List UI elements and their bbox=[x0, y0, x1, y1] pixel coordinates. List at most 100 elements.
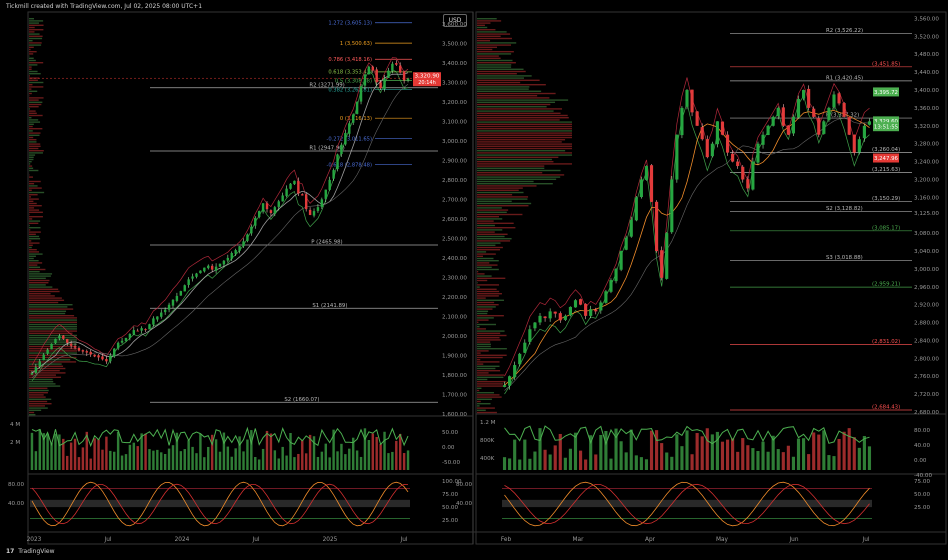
right-volume-profile-bar bbox=[477, 46, 498, 48]
right-candle bbox=[594, 309, 598, 312]
right-volume-profile-bar bbox=[477, 68, 524, 70]
currency-selector[interactable]: USD bbox=[443, 14, 467, 27]
left-volume-bar bbox=[105, 436, 108, 470]
left-volume-profile-bar bbox=[29, 79, 38, 81]
right-volume-profile-bar bbox=[477, 224, 495, 227]
left-volume-profile-bar bbox=[29, 363, 62, 365]
left-volume-bar bbox=[144, 433, 147, 470]
left-volume-profile-bar bbox=[29, 348, 77, 350]
left-candle bbox=[304, 194, 308, 210]
left-volume-profile-bar bbox=[29, 414, 36, 416]
left-volume-profile-bar bbox=[29, 213, 30, 216]
right-osc-tick-left: 40.00 bbox=[456, 501, 472, 507]
right-price-tag bbox=[873, 116, 899, 126]
left-volume-profile-bar bbox=[29, 268, 46, 271]
left-volume-profile-bar bbox=[29, 286, 53, 288]
right-volume-bar bbox=[670, 456, 674, 470]
right-volume-profile-bar bbox=[477, 352, 481, 354]
right-volume-profile-bar bbox=[477, 343, 491, 345]
left-candle bbox=[320, 199, 324, 207]
left-y-tick: 2,900.00 bbox=[442, 158, 467, 164]
left-volume-profile-bar bbox=[29, 42, 42, 44]
right-candle bbox=[690, 89, 694, 113]
right-volume-bar bbox=[827, 455, 831, 470]
left-x-tick: Jul bbox=[104, 537, 112, 543]
right-moving-average bbox=[504, 110, 870, 386]
right-volume-bar bbox=[589, 435, 593, 470]
left-stoch-d bbox=[31, 483, 409, 525]
left-volume-profile-bar bbox=[29, 20, 44, 22]
right-price-tag-value: 3,329.60 bbox=[874, 119, 899, 125]
left-volume-profile-bar bbox=[29, 354, 68, 356]
right-candle bbox=[857, 139, 861, 153]
right-volume-profile-bar bbox=[477, 383, 504, 385]
right-volume-profile-bar bbox=[477, 191, 524, 194]
right-candle bbox=[599, 302, 603, 311]
right-y-tick: 2,680.00 bbox=[914, 410, 939, 416]
left-osc-tick-right: 50.00 bbox=[442, 505, 458, 511]
left-candle bbox=[324, 189, 327, 199]
right-volume-profile-bar bbox=[477, 238, 512, 240]
right-volume-profile-bar bbox=[477, 64, 512, 66]
left-volume-profile-bar bbox=[29, 187, 42, 189]
right-volume-profile-bar bbox=[477, 308, 493, 310]
left-candle bbox=[195, 273, 198, 277]
right-volume-profile-bar bbox=[477, 244, 496, 246]
tradingview-brand: 17 TradingView bbox=[6, 548, 55, 555]
tradingview-logo-icon: 17 bbox=[6, 548, 15, 555]
left-volume-bar bbox=[406, 450, 410, 470]
left-volume-bar bbox=[120, 455, 124, 470]
left-price-tag bbox=[413, 72, 441, 87]
left-volume-profile-bar bbox=[29, 84, 33, 86]
left-volume-profile-bar bbox=[29, 244, 33, 246]
left-volume-profile-bar bbox=[29, 220, 41, 222]
right-volume-profile-bar bbox=[477, 112, 561, 114]
right-volume-profile-bar bbox=[477, 378, 488, 381]
right-candle bbox=[660, 250, 664, 278]
left-volume-bar bbox=[148, 449, 151, 470]
right-volume-profile-bar bbox=[477, 79, 540, 81]
left-volume-profile-bar bbox=[29, 255, 36, 257]
left-volume-profile-bar bbox=[29, 70, 38, 73]
left-candle bbox=[301, 194, 304, 196]
right-volume-profile-bar bbox=[477, 363, 484, 365]
right-volume-profile-bar bbox=[477, 42, 517, 44]
left-volume-profile-bar bbox=[29, 44, 42, 46]
left-volume-profile-bar bbox=[29, 110, 36, 112]
left-volume-bar bbox=[58, 434, 61, 470]
left-pivot-label: R1 (2947.90) bbox=[309, 145, 344, 151]
right-volume-profile-bar bbox=[477, 288, 497, 290]
right-volume-profile-bar bbox=[477, 209, 509, 211]
right-y-tick: 2,840.00 bbox=[914, 338, 939, 344]
right-volume-profile-bar bbox=[477, 334, 507, 337]
left-volume-bar bbox=[340, 443, 343, 470]
right-volume-profile-bar bbox=[477, 275, 492, 277]
left-volume-profile-bar bbox=[29, 92, 32, 95]
left-volume-profile-bar bbox=[29, 24, 44, 26]
right-y-tick: 3,400.00 bbox=[914, 88, 939, 94]
right-osc-tick-right: 75.00 bbox=[914, 479, 930, 485]
right-y-tick: 3,360.00 bbox=[914, 106, 939, 112]
right-volume-profile-bar bbox=[477, 154, 572, 156]
right-volume-profile-bar bbox=[477, 150, 566, 152]
left-volume-bar bbox=[281, 446, 284, 470]
left-volume-profile-bar bbox=[29, 62, 44, 64]
right-volume-profile-bar bbox=[477, 389, 480, 392]
left-volume-profile-bar bbox=[29, 119, 39, 121]
left-fib-label: -0.272 (3,011.65) bbox=[326, 136, 372, 142]
right-volume-profile-bar bbox=[477, 18, 497, 20]
left-volume-profile-bar bbox=[29, 156, 34, 158]
left-volume-bar bbox=[81, 447, 85, 470]
right-volume-right-tick: 0.00 bbox=[914, 458, 927, 464]
right-candle bbox=[639, 179, 643, 198]
left-candle bbox=[38, 361, 42, 367]
right-volume-bar bbox=[776, 449, 780, 470]
left-candle bbox=[89, 351, 92, 355]
right-volume-profile-bar bbox=[477, 367, 496, 370]
right-y-tick: 3,240.00 bbox=[914, 160, 939, 166]
right-pivot-label: (2,684.43) bbox=[872, 405, 900, 411]
right-volume-profile-bar bbox=[477, 70, 526, 73]
right-volume-profile-bar bbox=[477, 268, 499, 271]
